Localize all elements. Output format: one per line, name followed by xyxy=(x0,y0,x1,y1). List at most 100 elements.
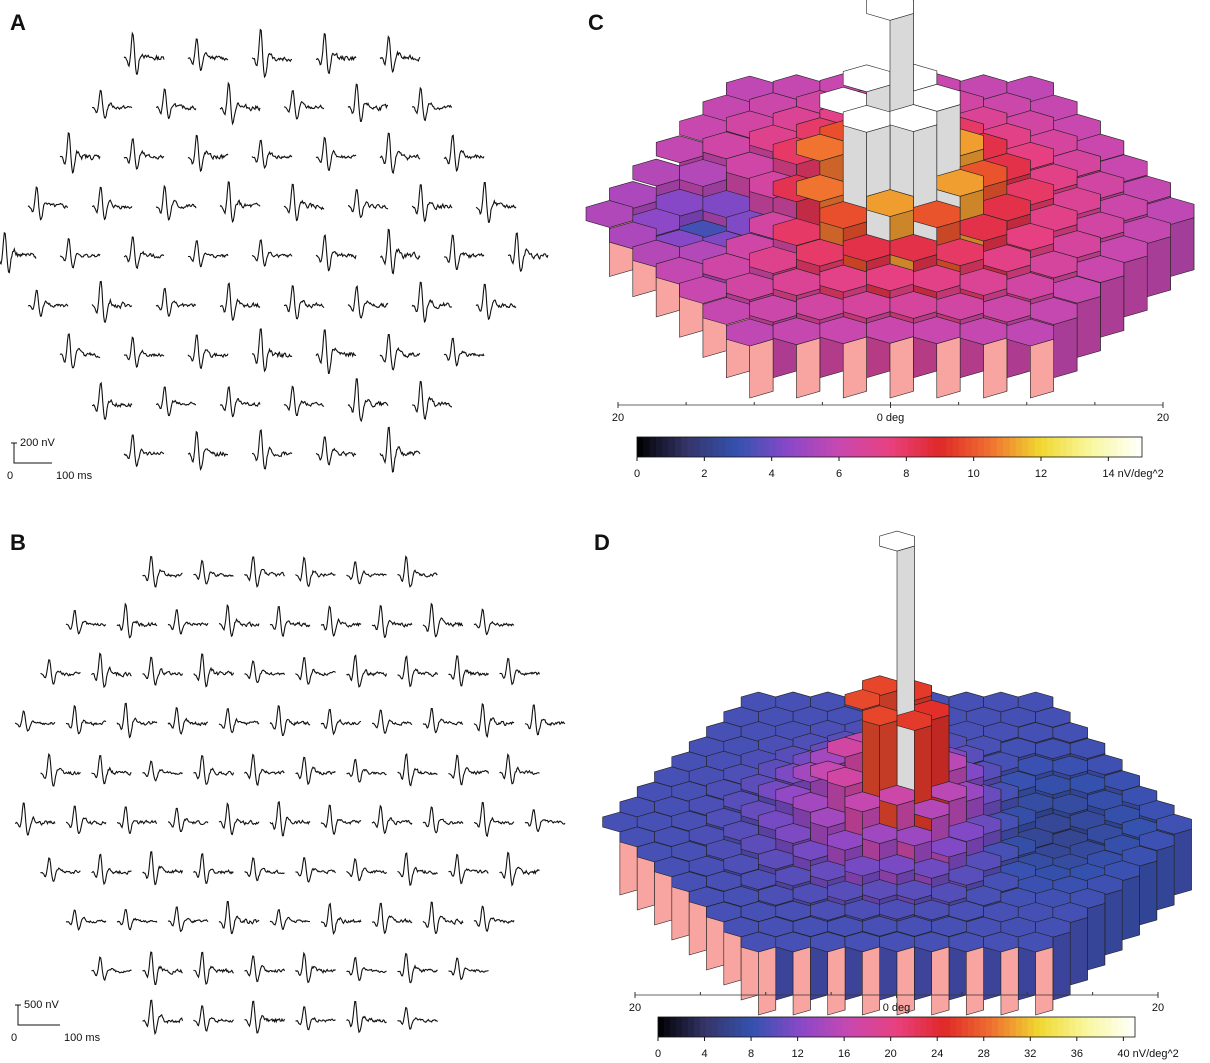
trace xyxy=(245,956,285,982)
colorbar-cell xyxy=(736,1017,742,1037)
colorbar-cell xyxy=(664,1017,670,1037)
trace xyxy=(270,802,310,836)
trace xyxy=(252,140,292,168)
colorbar-cell xyxy=(700,437,707,457)
trace xyxy=(245,755,285,786)
colorbar-cell xyxy=(801,437,808,457)
colorbar-cell xyxy=(867,1017,873,1037)
colorbar-cell xyxy=(801,1017,807,1037)
trace xyxy=(220,387,260,417)
hex-wall xyxy=(1030,339,1053,398)
trace xyxy=(188,241,228,267)
colorbar-cell xyxy=(877,437,884,457)
trace xyxy=(168,708,208,734)
trace xyxy=(372,710,412,733)
panel-letter: B xyxy=(10,530,26,555)
colorbar-cell xyxy=(837,1017,843,1037)
trace xyxy=(316,437,356,465)
hex-wall xyxy=(1105,890,1122,955)
trace xyxy=(219,804,259,835)
hex-wall xyxy=(1077,296,1100,357)
colorbar-cell xyxy=(932,1017,938,1037)
trace xyxy=(347,655,387,687)
colorbar-cell xyxy=(730,1017,736,1037)
trace xyxy=(28,290,68,316)
trace xyxy=(60,239,100,268)
colorbar-cell xyxy=(962,1017,968,1037)
trace xyxy=(168,907,208,931)
colorbar-tick-label: 6 xyxy=(836,468,842,480)
colorbar-tick-label: 40 nV/deg^2 xyxy=(1117,1048,1178,1060)
trace xyxy=(296,953,336,982)
hex-wall xyxy=(1157,845,1174,910)
colorbar-cell xyxy=(839,437,846,457)
trace xyxy=(143,557,183,587)
colorbar-cell xyxy=(676,1017,682,1037)
trace xyxy=(296,1007,336,1030)
trace xyxy=(92,957,132,980)
colorbar-cell xyxy=(986,1017,992,1037)
colorbar-tick-label: 12 xyxy=(1035,468,1047,480)
colorbar-cell xyxy=(858,437,865,457)
colorbar-cell xyxy=(724,1017,730,1037)
colorbar-cell xyxy=(718,1017,724,1037)
trace xyxy=(321,805,361,834)
trace xyxy=(372,806,412,833)
trace xyxy=(92,383,132,419)
trace xyxy=(476,284,516,319)
trace xyxy=(92,654,132,688)
colorbar-cell xyxy=(1057,1017,1063,1037)
colorbar-cell xyxy=(637,437,644,457)
trace xyxy=(348,286,388,318)
trace xyxy=(252,430,292,469)
trace xyxy=(66,611,106,634)
trace xyxy=(143,852,183,885)
trace xyxy=(143,761,183,781)
scale-label: 100 ms xyxy=(64,1032,101,1044)
colorbar-cell xyxy=(1047,437,1054,457)
trace xyxy=(143,952,183,984)
trace xyxy=(220,283,260,320)
colorbar-cell xyxy=(783,1017,789,1037)
colorbar-cell xyxy=(934,437,941,457)
colorbar-cell xyxy=(688,437,695,457)
trace xyxy=(347,760,387,783)
trace xyxy=(380,427,420,472)
colorbar-cell xyxy=(670,1017,676,1037)
trace xyxy=(168,808,208,831)
figure: A B C D 200 nV0100 ms500 nV0100 ms200 de… xyxy=(0,0,1210,1063)
trace xyxy=(66,806,106,833)
trace xyxy=(245,557,285,587)
colorbar-cell xyxy=(926,1017,932,1037)
colorbar-cell xyxy=(789,1017,795,1037)
trace xyxy=(449,958,489,979)
colorbar-cell xyxy=(771,1017,777,1037)
colorbar-tick-label: 16 xyxy=(838,1048,850,1060)
colorbar-cell xyxy=(662,437,669,457)
trace xyxy=(15,711,55,731)
trace xyxy=(124,139,164,169)
trace xyxy=(219,709,259,733)
colorbar-cell xyxy=(908,437,915,457)
colorbar-tick-label: 8 xyxy=(748,1048,754,1060)
trace xyxy=(412,382,452,420)
colorbar-cell xyxy=(1104,437,1111,457)
trace xyxy=(348,190,388,218)
trace xyxy=(474,704,514,737)
x-tick-label: 0 deg xyxy=(877,412,905,424)
colorbar-cell xyxy=(1129,437,1136,457)
colorbar-cell xyxy=(1034,1017,1040,1037)
colorbar-cell xyxy=(873,1017,879,1037)
hex-wall xyxy=(1147,237,1170,297)
colorbar-cell xyxy=(908,1017,914,1037)
colorbar-cell xyxy=(1092,437,1099,457)
trace xyxy=(156,89,196,118)
hex-wall xyxy=(828,947,845,1015)
trace xyxy=(194,1006,234,1031)
colorbar-cell xyxy=(795,437,802,457)
colorbar-cell xyxy=(1004,1017,1010,1037)
colorbar-cell xyxy=(902,1017,908,1037)
colorbar-tick-label: 2 xyxy=(701,468,707,480)
trace xyxy=(380,133,420,173)
scale-label: 0 xyxy=(11,1032,17,1044)
